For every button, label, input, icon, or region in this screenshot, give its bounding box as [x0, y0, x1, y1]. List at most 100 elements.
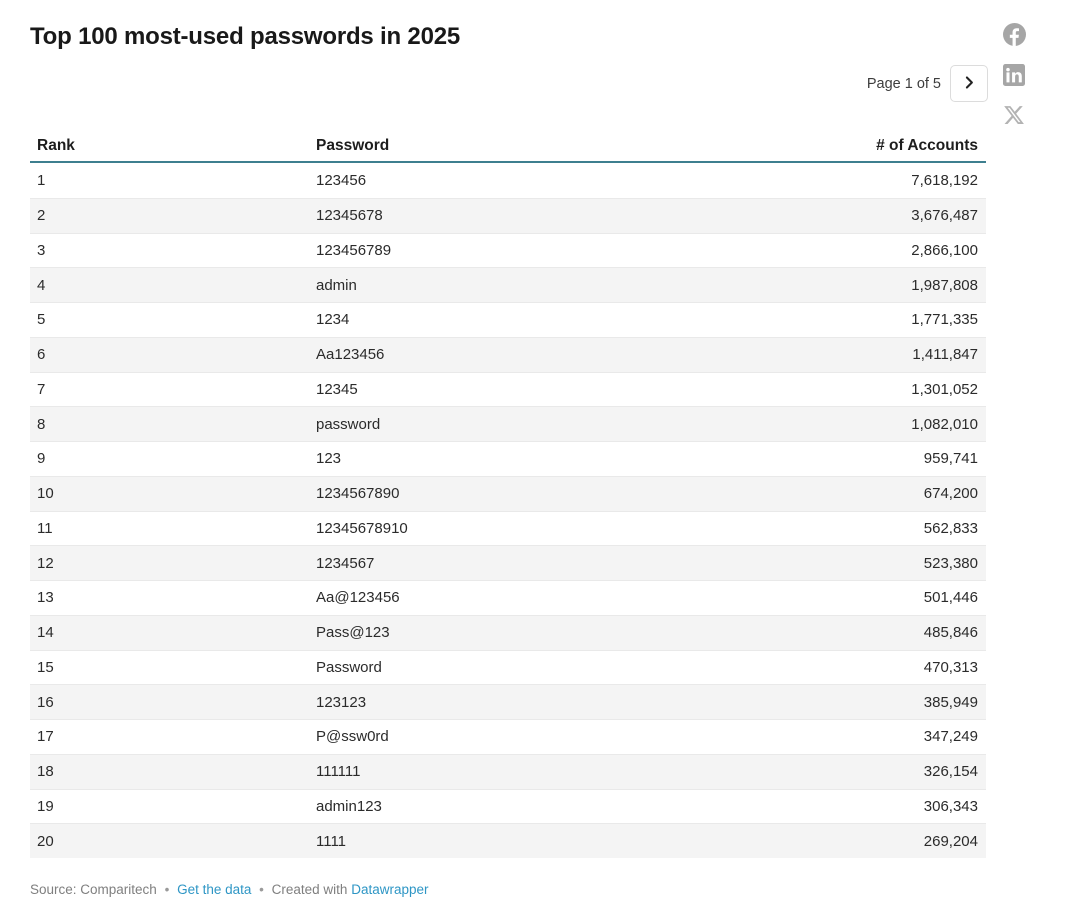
rank-cell: 3 — [37, 241, 46, 259]
facebook-share-button[interactable] — [1002, 23, 1026, 49]
password-cell: Aa@123456 — [316, 589, 400, 607]
accounts-cell: 347,249 — [923, 728, 978, 746]
table-row: 19 admin123 306,343 — [30, 788, 986, 824]
table-row: 14 Pass@123 485,846 — [30, 614, 986, 650]
table-body: 1 123456 7,618,192 2 12345678 3,676,487 3 12345… — [30, 163, 986, 858]
rank-cell: 9 — [37, 450, 46, 468]
table-row: 12 1234567 523,380 — [30, 545, 986, 580]
rank-cell: 10 — [37, 485, 54, 503]
table-row: 8 password 1,082,010 — [30, 406, 986, 441]
accounts-cell: 3,676,487 — [911, 207, 978, 225]
accounts-cell: 1,411,847 — [912, 346, 978, 364]
password-cell: admin123 — [316, 797, 382, 815]
accounts-cell: 326,154 — [923, 763, 978, 781]
linkedin-icon — [1003, 63, 1025, 89]
password-cell: 1111 — [316, 832, 347, 850]
rank-cell: 4 — [37, 276, 46, 294]
facebook-icon — [1002, 23, 1026, 49]
linkedin-share-button[interactable] — [1002, 63, 1026, 89]
accounts-cell: 1,082,010 — [911, 415, 978, 433]
rank-cell: 7 — [37, 380, 46, 398]
accounts-cell: 959,741 — [923, 450, 978, 468]
rank-cell: 1 — [37, 171, 46, 189]
rank-cell: 20 — [37, 832, 54, 850]
accounts-cell: 269,204 — [923, 832, 978, 850]
table-row: 6 Aa123456 1,411,847 — [30, 336, 986, 372]
accounts-cell: 1,987,808 — [911, 276, 978, 294]
password-cell: Aa123456 — [316, 346, 385, 364]
next-page-button[interactable] — [950, 65, 988, 102]
created-with-text: Created with — [271, 882, 348, 897]
table-row: 17 P@ssw0rd 347,249 — [30, 719, 986, 754]
rank-cell: 12 — [37, 554, 54, 572]
table-row: 4 admin 1,987,808 — [30, 267, 986, 302]
password-cell: admin — [316, 276, 357, 294]
accounts-cell: 562,833 — [923, 519, 978, 537]
rank-cell: 2 — [37, 207, 46, 225]
separator-dot: • — [259, 882, 264, 897]
column-header-accounts: # of Accounts — [876, 136, 978, 154]
table-row: 11 12345678910 562,833 — [30, 510, 986, 546]
x-icon — [1002, 104, 1026, 129]
table-row: 2 12345678 3,676,487 — [30, 197, 986, 233]
rank-cell: 19 — [37, 797, 54, 815]
table-row: 9 123 959,741 — [30, 441, 986, 476]
accounts-cell: 674,200 — [923, 485, 978, 503]
rank-cell: 6 — [37, 346, 46, 364]
table-row: 3 123456789 2,866,100 — [30, 232, 986, 268]
table-row: 10 1234567890 674,200 — [30, 475, 986, 511]
table-row: 15 Password 470,313 — [30, 649, 986, 685]
table-row: 13 Aa@123456 501,446 — [30, 580, 986, 615]
password-cell: P@ssw0rd — [316, 728, 389, 746]
accounts-cell: 2,866,100 — [911, 241, 978, 259]
password-cell: 1234 — [316, 311, 350, 329]
password-cell: 12345678910 — [316, 519, 408, 537]
accounts-cell: 523,380 — [923, 554, 978, 572]
password-cell: 123123 — [316, 693, 367, 711]
accounts-cell: 470,313 — [923, 658, 978, 676]
password-cell: 1234567890 — [316, 485, 400, 503]
page-indicator: Page 1 of 5 — [866, 75, 941, 92]
password-cell: password — [316, 415, 381, 433]
password-cell: 123456789 — [316, 241, 392, 259]
table-row: 20 1111 269,204 — [30, 823, 986, 858]
rank-cell: 14 — [37, 624, 54, 642]
rank-cell: 8 — [37, 415, 46, 433]
password-cell: 12345678 — [316, 207, 383, 225]
chevron-right-icon — [963, 75, 976, 92]
datawrapper-link[interactable]: Datawrapper — [351, 882, 429, 897]
x-share-button[interactable] — [1002, 104, 1026, 128]
rank-cell: 15 — [37, 658, 54, 676]
accounts-cell: 485,846 — [923, 624, 978, 642]
password-cell: Pass@123 — [316, 624, 390, 642]
password-cell: 123 — [316, 450, 342, 468]
table-header-row: Rank Password # of Accounts — [30, 131, 986, 163]
page-title: Top 100 most-used passwords in 2025 — [30, 23, 461, 50]
social-share-bar — [1002, 23, 1026, 128]
accounts-cell: 1,771,335 — [911, 311, 978, 329]
table-row: 16 123123 385,949 — [30, 684, 986, 719]
rank-cell: 5 — [37, 311, 46, 329]
table-row: 7 12345 1,301,052 — [30, 371, 986, 407]
column-header-password: Password — [316, 136, 390, 154]
table-row: 5 1234 1,771,335 — [30, 302, 986, 337]
password-cell: Password — [316, 658, 382, 676]
rank-cell: 11 — [37, 519, 53, 537]
password-cell: 123456 — [316, 171, 367, 189]
separator-dot: • — [164, 882, 170, 897]
passwords-table: Rank Password # of Accounts 1 123456 7,618… — [30, 131, 986, 858]
password-cell: 1234567 — [316, 554, 375, 572]
rank-cell: 17 — [37, 728, 54, 746]
accounts-cell: 501,446 — [923, 589, 978, 607]
rank-cell: 18 — [37, 763, 54, 781]
get-the-data-link[interactable]: Get the data — [177, 882, 252, 897]
source-text: Source: Comparitech — [30, 882, 157, 897]
password-cell: 111111 — [316, 763, 361, 781]
column-header-rank: Rank — [37, 136, 75, 154]
accounts-cell: 306,343 — [923, 797, 978, 815]
table-row: 18 111111 326,154 — [30, 753, 986, 789]
accounts-cell: 1,301,052 — [911, 380, 978, 398]
footer-attribution: Source: Comparitech • Get the data • Cre… — [30, 882, 429, 897]
table-row: 1 123456 7,618,192 — [30, 163, 986, 198]
